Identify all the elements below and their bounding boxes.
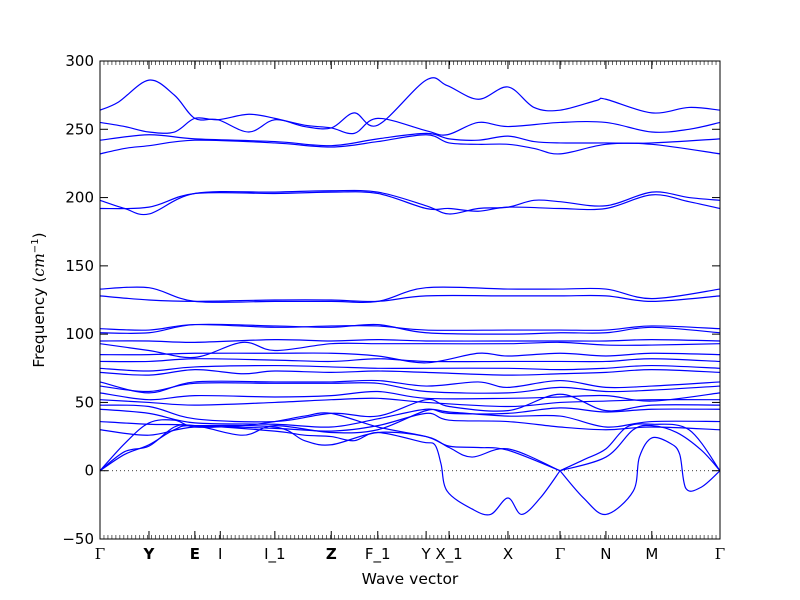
x-tick-label: I [218,545,222,563]
phonon-branch-17 [99,379,721,394]
phonon-branch-21 [99,393,721,423]
phonon-branch-13 [99,352,721,364]
phonon-branch-19 [99,390,721,402]
y-axis-label-prefix: Frequency ( [30,277,48,368]
phonon-branch-15 [99,364,721,372]
x-tick-label: Γ [95,545,105,563]
phonon-branch-11 [99,339,721,343]
y-tick-label: 50 [75,393,94,411]
phonon-branch-26 [99,424,561,472]
x-axis-ticks: Γ Y E I I_1 Z F_1 Y X_1 X Γ N M Γ [95,61,725,564]
x-tick-label: Γ [555,545,565,563]
x-tick-label: Z [326,545,337,563]
phonon-branch-16 [99,369,721,376]
phonon-branch-18 [99,382,721,394]
x-tick-label: X_1 [435,545,462,564]
phonon-branch-27 [99,425,561,516]
x-tick-label: X [503,545,513,563]
y-axis-label-suffix: ) [30,232,48,238]
y-tick-label: 300 [65,52,94,70]
x-tick-label: N [600,545,611,563]
x-axis-label: Wave vector [362,570,459,588]
phonon-branch-10 [99,323,721,335]
x-tick-label: Γ [715,545,725,563]
x-tick-label: Y [421,545,432,563]
y-axis-ticks: −50 0 50 100 150 200 250 300 [62,52,720,548]
phonon-branch-28 [559,436,721,516]
y-axis-label-unit: cm [30,253,48,276]
phonon-branch-2 [99,113,721,136]
phonon-branch-14 [99,358,721,363]
phonon-branch-30 [559,423,721,472]
phonon-branch-29 [559,424,721,472]
x-tick-label: I_1 [264,545,285,564]
phonon-branch-25 [99,412,561,472]
phonon-branch-1 [99,77,721,133]
y-tick-label: 200 [65,189,94,207]
y-axis-label-exponent: −1 [30,238,41,253]
x-tick-label: M [645,545,658,563]
y-tick-label: −50 [62,530,94,548]
phonon-branch-6 [99,191,721,212]
phonon-branch-5 [99,189,721,216]
y-tick-label: 100 [65,325,94,343]
x-tick-label: F_1 [365,545,391,564]
y-axis-label: Frequency (cm−1) [30,232,48,367]
plot-area [99,77,721,516]
series-layer [99,77,721,516]
phonon-branch-4 [99,134,721,155]
y-tick-label: 0 [84,462,94,480]
phonon-branch-3 [99,132,721,147]
y-tick-label: 150 [65,257,94,275]
phonon-branch-22 [99,407,721,428]
phonon-branch-20 [99,397,721,408]
x-tick-label: Y [143,545,156,563]
x-tick-label: E [190,545,200,563]
phonon-branch-8 [99,294,721,303]
y-tick-label: 250 [65,120,94,138]
phonon-branch-12 [99,341,721,359]
